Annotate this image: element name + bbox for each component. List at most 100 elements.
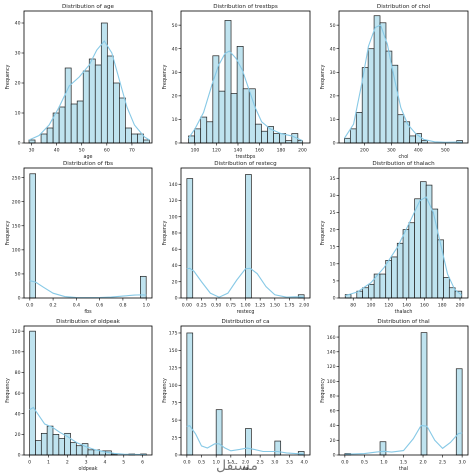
- kde-line: [344, 424, 463, 455]
- y-tick-label: 20: [330, 227, 336, 233]
- x-tick-label: 0.0: [183, 460, 190, 466]
- chart-panel-3: 200 300 400 500 0 10 20 30 40 50 Distribution of c…: [320, 4, 469, 160]
- axes-frame: [23, 10, 153, 144]
- y-tick-label: 60: [15, 391, 21, 397]
- histogram-bar: [362, 287, 369, 299]
- y-tick-label: 140: [169, 182, 178, 188]
- y-tick-label: 120: [327, 364, 336, 370]
- x-tick-label: 2.0: [419, 460, 426, 466]
- x-tick-label: 120: [212, 148, 221, 154]
- histogram-bar: [379, 22, 387, 144]
- histogram-bar: [186, 178, 194, 299]
- kde-line: [28, 40, 150, 141]
- y-tick-label: 100: [327, 379, 336, 385]
- y-tick-label: 80: [15, 370, 21, 376]
- x-tick-label: 500: [441, 148, 450, 154]
- x-tick-label: 1.50: [270, 303, 280, 309]
- histogram-bar: [218, 90, 226, 144]
- axes-frame: [23, 325, 153, 456]
- chart-panel-6: 80 100 120 140 160 180 200 0 5 10 15 20 25 30 35 Distri…: [320, 161, 469, 315]
- x-tick-label: 0.8: [119, 303, 126, 309]
- chart-title: Distribution of ca: [221, 319, 269, 325]
- x-tick-label: 2.5: [439, 460, 446, 466]
- x-tick-label: 2.00: [299, 303, 309, 309]
- x-tick-label: 200: [298, 148, 307, 154]
- y-tick-label: 100: [12, 248, 21, 254]
- x-tick-label: 1.0: [213, 460, 220, 466]
- y-axis-label: Frequency: [162, 378, 168, 403]
- y-tick-label: 160: [327, 335, 336, 341]
- x-tick-label: 3.0: [458, 460, 465, 466]
- x-tick-label: 0.5: [361, 460, 368, 466]
- x-axis-label: fbs: [84, 309, 92, 315]
- y-tick-label: 30: [172, 70, 178, 76]
- histogram-bar: [236, 46, 244, 144]
- x-axis-label: restecg: [237, 309, 255, 315]
- y-axis-label: Frequency: [162, 64, 168, 89]
- histogram-bar: [355, 112, 363, 144]
- y-tick-label: 5: [333, 279, 336, 285]
- y-tick-label: 40: [172, 263, 178, 269]
- x-tick-label: 60: [104, 148, 110, 154]
- histogram-bar: [230, 93, 238, 144]
- x-tick-label: 200: [360, 148, 369, 154]
- histogram-bar: [245, 428, 252, 456]
- histogram-bar: [402, 229, 410, 299]
- x-tick-label: 30: [29, 148, 35, 154]
- chart-panel-1: 30 40 50 60 70 0 10 20 30 40 Distribution of age ag…: [5, 4, 153, 160]
- histogram-bar: [415, 133, 422, 144]
- x-tick-label: 180: [277, 148, 286, 154]
- x-tick-label: 0.6: [96, 303, 103, 309]
- x-tick-label: 0.25: [196, 303, 206, 309]
- histogram-bar: [70, 442, 77, 456]
- plot-area: [339, 326, 468, 455]
- y-axis-label: Frequency: [5, 220, 11, 245]
- y-tick-label: 40: [330, 423, 336, 429]
- chart-title: Distribution of thalach: [372, 161, 435, 167]
- x-tick-label: 2.5: [257, 460, 264, 466]
- chart-title: Distribution of trestbps: [213, 4, 278, 10]
- y-tick-label: 125: [169, 366, 178, 372]
- chart-panel-4: 0.0 0.2 0.4 0.6 0.8 1.0 0 50 100 150 200 250 Distrib…: [5, 161, 153, 315]
- axes-frame: [180, 10, 311, 144]
- x-tick-label: 2: [66, 460, 69, 466]
- histogram-bar: [437, 239, 444, 299]
- y-tick-label: 50: [15, 272, 21, 278]
- y-tick-label: 100: [169, 383, 178, 389]
- y-axis-label: Frequency: [5, 378, 11, 403]
- kde-line: [345, 196, 463, 297]
- x-tick-label: 0.2: [49, 303, 56, 309]
- y-tick-label: 0: [18, 141, 21, 147]
- histogram-bar: [82, 70, 90, 144]
- histogram-bar: [64, 67, 72, 144]
- y-axis-label: Frequency: [5, 64, 11, 89]
- histogram-bar: [125, 127, 132, 144]
- kde-line: [186, 267, 305, 298]
- histogram-bar: [344, 137, 351, 144]
- histogram-bar: [379, 273, 387, 299]
- x-tick-label: 1.00: [240, 303, 250, 309]
- y-tick-label: 140: [327, 350, 336, 356]
- x-tick-label: 160: [255, 148, 264, 154]
- x-tick-label: 6: [141, 460, 144, 466]
- y-tick-label: 10: [172, 117, 178, 123]
- histogram-bar: [28, 139, 36, 144]
- histogram-bar: [52, 434, 60, 456]
- histogram-bar: [52, 112, 60, 144]
- y-tick-label: 20: [330, 438, 336, 444]
- x-tick-label: 1.0: [380, 460, 387, 466]
- x-axis-label: trestbps: [236, 154, 256, 160]
- y-tick-label: 75: [172, 400, 178, 406]
- y-tick-label: 30: [15, 51, 21, 57]
- x-tick-label: 40: [54, 148, 60, 154]
- x-tick-label: 0.5: [198, 460, 205, 466]
- x-axis-label: thalach: [395, 309, 413, 315]
- y-tick-label: 150: [169, 348, 178, 354]
- x-tick-label: 0.4: [73, 303, 80, 309]
- histogram-bar: [368, 283, 375, 299]
- y-tick-label: 20: [172, 94, 178, 100]
- y-axis-label: Frequency: [320, 64, 326, 89]
- y-tick-label: 40: [172, 46, 178, 52]
- x-tick-label: 2.0: [242, 460, 249, 466]
- histogram-bar: [58, 106, 66, 144]
